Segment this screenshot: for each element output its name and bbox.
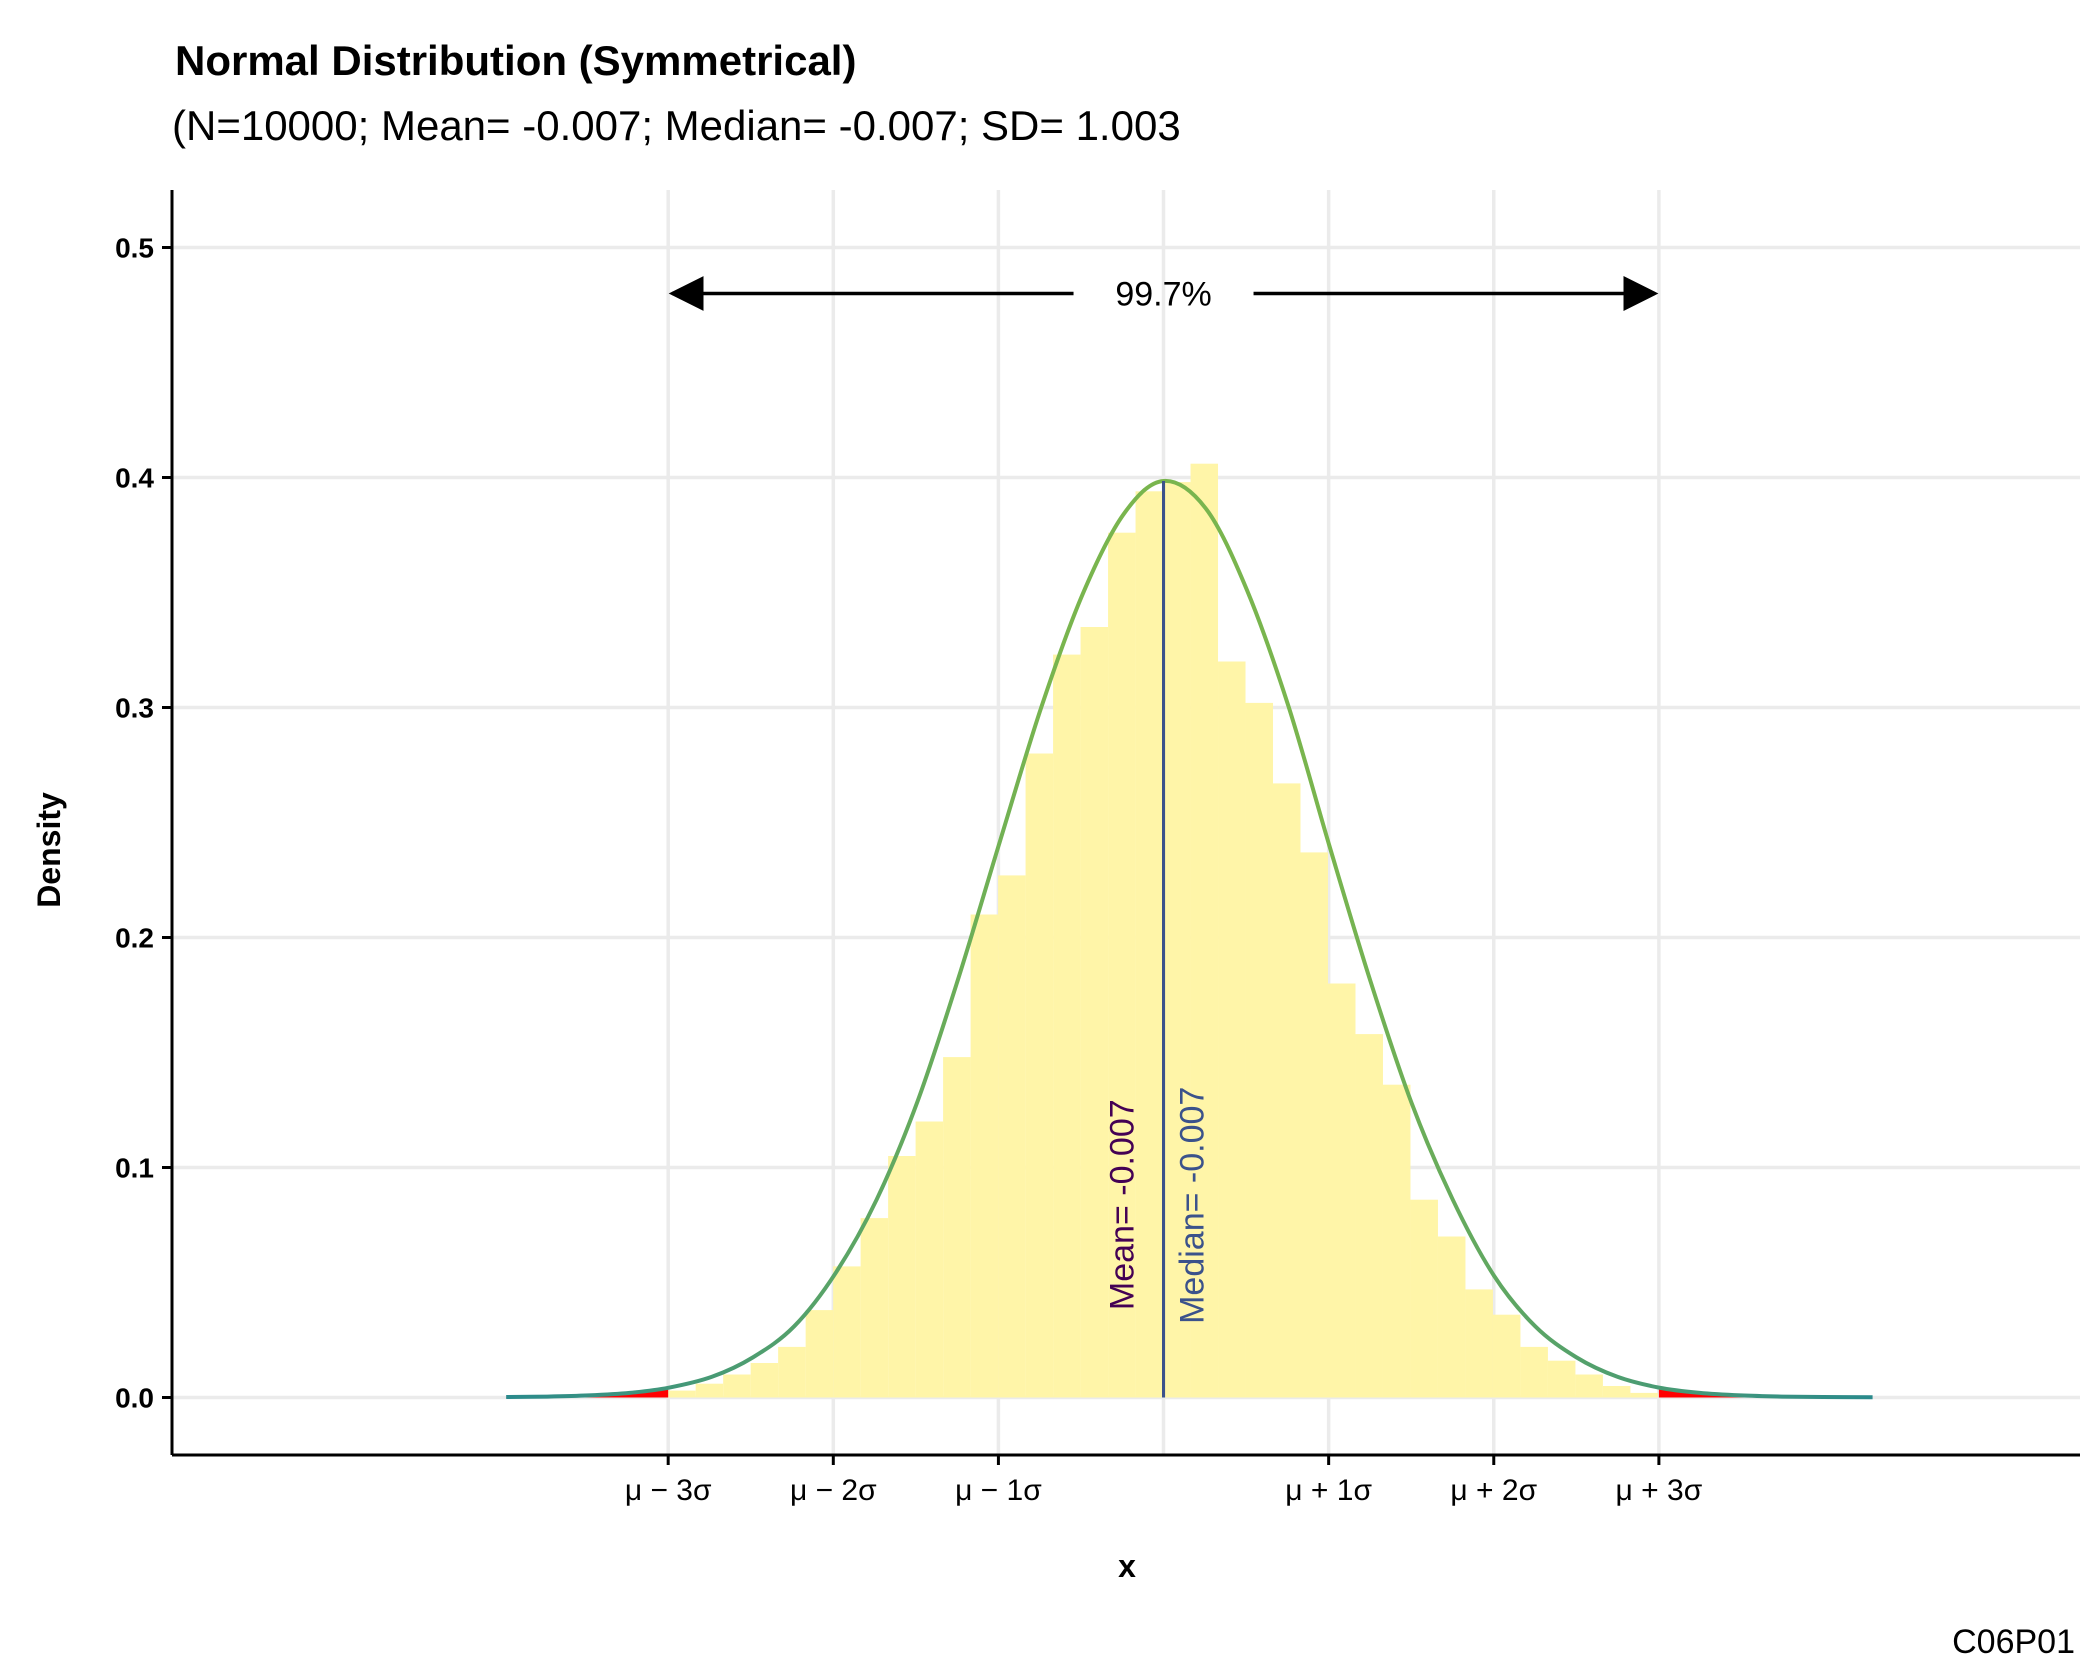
histogram-bar [1575, 1374, 1603, 1398]
histogram-bar [1163, 482, 1191, 1398]
y-tick-label: 0.1 [115, 1153, 154, 1184]
y-tick-label: 0.2 [115, 923, 154, 954]
mean-label: Mean= -0.007 [1104, 1099, 1142, 1310]
histogram-bar [970, 914, 999, 1398]
histogram-bars [668, 463, 1658, 1398]
histogram-bar [888, 1156, 916, 1398]
histogram-bar [1190, 463, 1219, 1398]
histogram-bar [1520, 1346, 1548, 1398]
histogram-bar [750, 1363, 779, 1398]
histogram-bar [1410, 1199, 1438, 1398]
x-tick-label: μ − 1σ [955, 1474, 1042, 1507]
x-axis-label: x [1118, 1548, 1136, 1584]
histogram-bar [668, 1390, 696, 1398]
histogram-bar [1108, 532, 1136, 1398]
histogram-bar [943, 1057, 971, 1398]
histogram-bar [833, 1266, 861, 1398]
chart-subtitle: (N=10000; Mean= -0.007; Median= -0.007; … [172, 102, 1181, 149]
y-axis-label: Density [31, 792, 67, 908]
span-annotation: 99.7% [668, 276, 1659, 314]
y-tick-label: 0.4 [115, 463, 154, 494]
histogram-bar [1080, 627, 1109, 1398]
histogram-bar [998, 875, 1026, 1398]
x-tick-label: μ + 3σ [1616, 1474, 1703, 1507]
histogram-bar [1437, 1236, 1466, 1398]
x-tick-label: μ − 3σ [625, 1474, 712, 1507]
histogram-bar [723, 1374, 751, 1398]
histogram-bar [1355, 1034, 1383, 1398]
histogram-bar [1273, 783, 1301, 1398]
histogram-bar [778, 1346, 806, 1398]
span-label: 99.7% [1115, 276, 1211, 314]
density-curve [506, 478, 1873, 1400]
y-tick-label: 0.0 [115, 1383, 154, 1414]
y-tick-label: 0.5 [115, 233, 154, 264]
chart-title: Normal Distribution (Symmetrical) [175, 37, 856, 84]
x-tick-label: μ + 1σ [1285, 1474, 1372, 1507]
histogram-bar [1465, 1289, 1493, 1398]
median-label: Median= -0.007 [1174, 1087, 1212, 1324]
y-tick-label: 0.3 [115, 693, 154, 724]
histogram-bar [1630, 1392, 1658, 1398]
axes: 0.0 0.1 0.2 0.3 0.4 0.5 μ − 3σ μ − 2σ μ − 1σ μ + … [115, 190, 2080, 1507]
histogram-bar [1492, 1314, 1521, 1398]
histogram-bar [1300, 852, 1328, 1398]
histogram-bar [695, 1383, 724, 1398]
histogram-bar [805, 1310, 834, 1398]
histogram-bar [1218, 661, 1246, 1398]
histogram-bar [915, 1121, 944, 1398]
histogram-bar [1327, 983, 1356, 1398]
histogram-bar [1547, 1360, 1576, 1398]
histogram-bar [860, 1218, 889, 1398]
histogram-bar [1245, 702, 1274, 1398]
x-tick-label: μ − 2σ [790, 1474, 877, 1507]
caption: C06P01 [1952, 1623, 2075, 1661]
histogram-bar [1053, 654, 1081, 1398]
stat-lines: Mean= -0.007 Median= -0.007 [1104, 480, 1212, 1398]
histogram-bar [1025, 753, 1054, 1398]
histogram-bar [1135, 491, 1164, 1398]
x-tick-label: μ + 2σ [1450, 1474, 1537, 1507]
density-line [506, 478, 1873, 1400]
histogram-bar [1382, 1084, 1411, 1398]
histogram-bar [1602, 1386, 1631, 1398]
